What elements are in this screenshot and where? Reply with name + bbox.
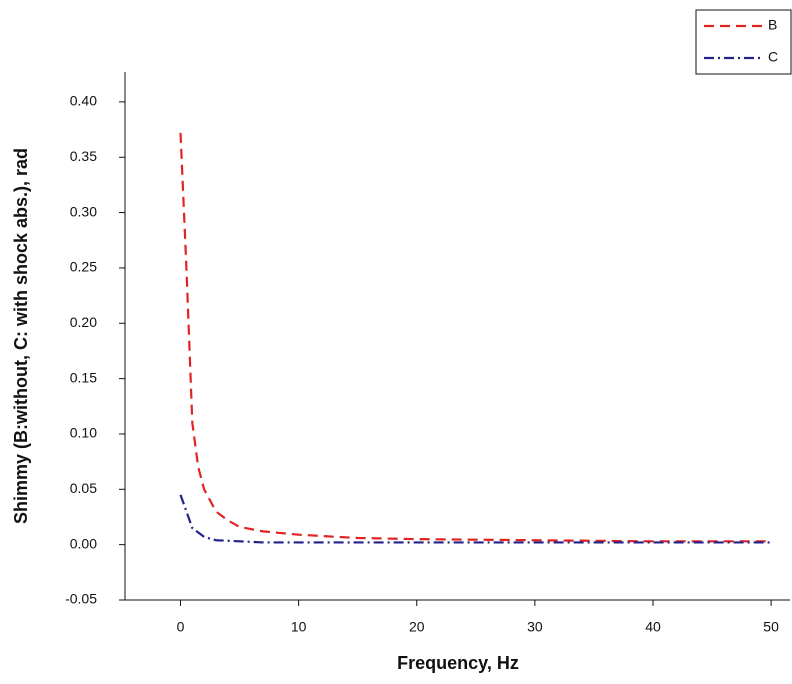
x-tick-label: 10 bbox=[291, 619, 307, 635]
y-tick-label: 0.05 bbox=[70, 480, 97, 496]
x-tick-label: 50 bbox=[763, 619, 779, 635]
y-tick-label: 0.00 bbox=[70, 535, 97, 551]
y-tick-label: 0.35 bbox=[70, 148, 97, 164]
y-tick-label: 0.30 bbox=[70, 203, 97, 219]
legend-label: B bbox=[768, 17, 777, 33]
y-tick-label: 0.15 bbox=[70, 369, 97, 385]
x-tick-label: 0 bbox=[177, 619, 185, 635]
y-tick-label: 0.25 bbox=[70, 259, 97, 275]
series-line bbox=[179, 132, 772, 543]
y-tick-label: 0.10 bbox=[70, 425, 97, 441]
y-tick-label: -0.05 bbox=[65, 591, 97, 607]
series-line bbox=[179, 494, 772, 544]
x-axis-label: Frequency, Hz bbox=[397, 653, 519, 673]
x-tick-label: 40 bbox=[645, 619, 661, 635]
x-tick-label: 30 bbox=[527, 619, 543, 635]
legend-label: C bbox=[768, 49, 778, 65]
y-axis-label: Shimmy (B:without, C: with shock abs.), … bbox=[11, 148, 31, 524]
x-tick-label: 20 bbox=[409, 619, 425, 635]
y-tick-label: 0.40 bbox=[70, 93, 97, 109]
legend-box bbox=[695, 9, 792, 75]
y-tick-label: 0.20 bbox=[70, 314, 97, 330]
